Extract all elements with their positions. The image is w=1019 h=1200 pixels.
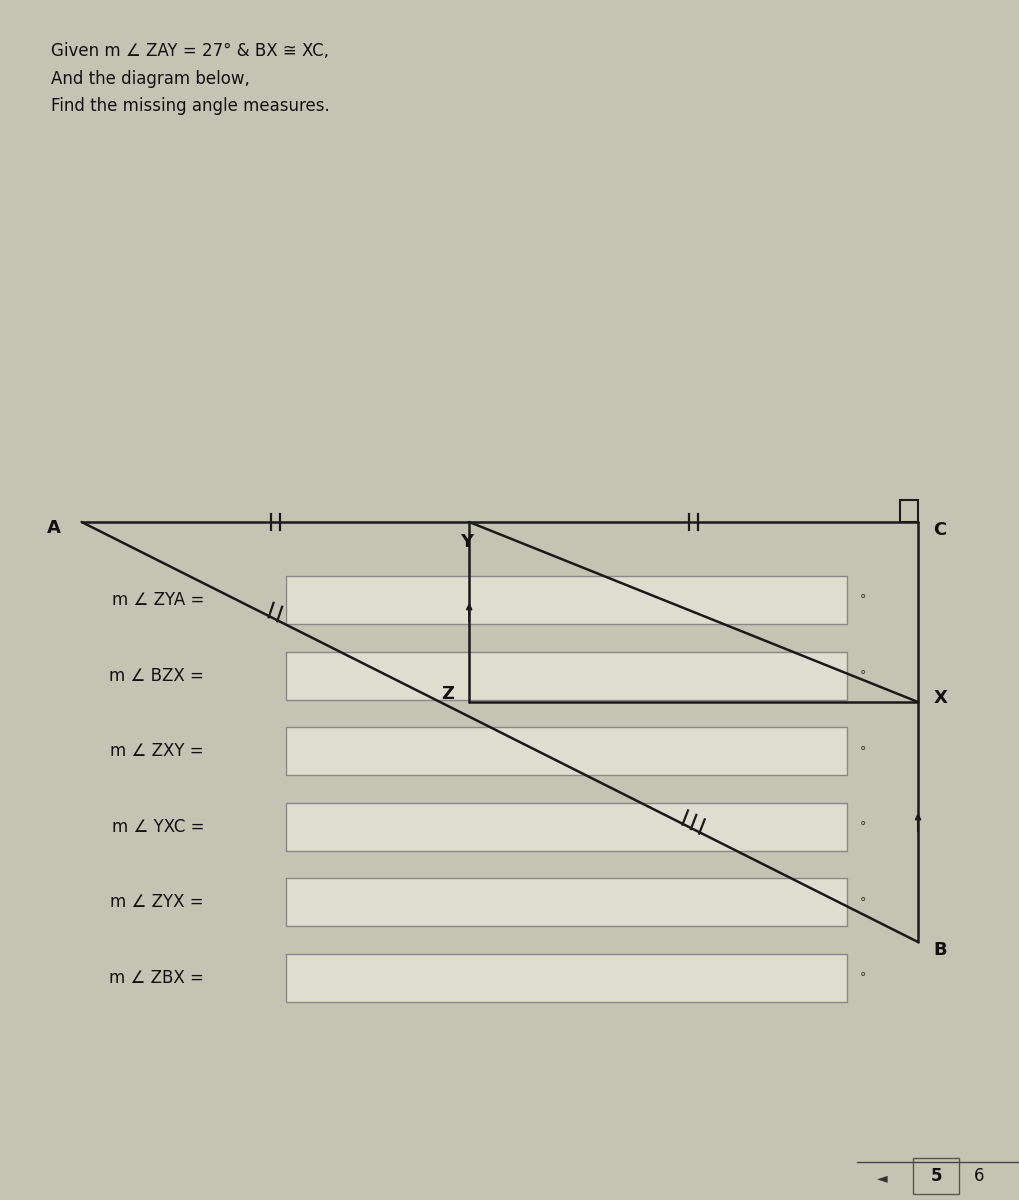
Text: m ∠ BZX =: m ∠ BZX =: [109, 667, 204, 684]
Text: m ∠ ZBX =: m ∠ ZBX =: [109, 970, 204, 986]
FancyBboxPatch shape: [285, 954, 846, 1002]
Text: Z: Z: [440, 684, 453, 702]
FancyBboxPatch shape: [285, 652, 846, 700]
Text: ◄: ◄: [876, 1171, 887, 1186]
Text: °: °: [859, 972, 865, 984]
FancyBboxPatch shape: [912, 1158, 958, 1194]
Text: Y: Y: [461, 533, 473, 551]
Text: X: X: [932, 689, 947, 708]
Text: °: °: [859, 594, 865, 606]
Text: C: C: [932, 521, 946, 539]
Text: m ∠ ZXY =: m ∠ ZXY =: [110, 742, 204, 761]
Text: °: °: [859, 745, 865, 757]
FancyBboxPatch shape: [285, 803, 846, 851]
Text: B: B: [932, 941, 946, 960]
Text: °: °: [859, 670, 865, 682]
Text: °: °: [859, 896, 865, 908]
Text: 6: 6: [973, 1166, 983, 1186]
Text: 5: 5: [929, 1166, 942, 1186]
Text: Find the missing angle measures.: Find the missing angle measures.: [51, 97, 329, 115]
Text: m ∠ YXC =: m ∠ YXC =: [111, 818, 204, 835]
Text: And the diagram below,: And the diagram below,: [51, 70, 250, 88]
Text: m ∠ ZYA =: m ∠ ZYA =: [111, 590, 204, 608]
Text: °: °: [859, 821, 865, 833]
FancyBboxPatch shape: [285, 727, 846, 775]
Text: A: A: [47, 518, 61, 536]
Text: m ∠ ZYX =: m ∠ ZYX =: [110, 893, 204, 912]
FancyBboxPatch shape: [285, 878, 846, 926]
FancyBboxPatch shape: [285, 576, 846, 624]
Text: Given m ∠ ZAY = 27° & BX ≅ XC,: Given m ∠ ZAY = 27° & BX ≅ XC,: [51, 42, 329, 60]
